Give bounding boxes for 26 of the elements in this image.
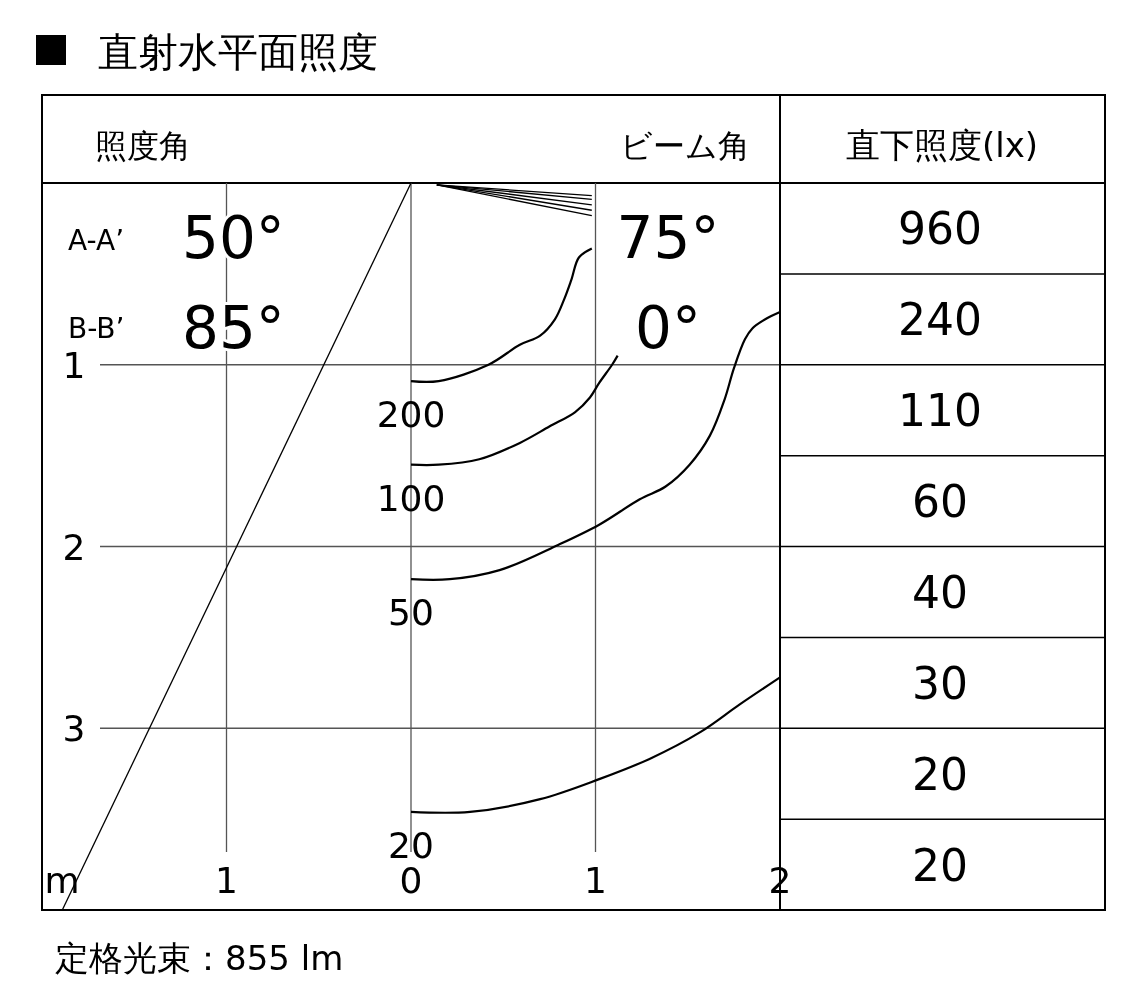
y-tick-label: 1: [62, 344, 86, 386]
data-label: 30: [912, 657, 968, 709]
y-tick-label: 2: [62, 526, 86, 568]
data-label: 240: [898, 294, 982, 346]
x-axis-title: m: [44, 860, 80, 901]
series-label: 200: [376, 394, 446, 436]
annotation: A-A’: [68, 224, 125, 257]
data-label: 40: [912, 566, 968, 618]
x-tick-label: 1: [584, 860, 607, 901]
annotation: B-B’: [68, 312, 125, 345]
text: 定格光束：855 lm: [55, 938, 344, 978]
series-label: 100: [376, 477, 446, 519]
data-label: 960: [898, 203, 982, 255]
y-tick-label: 3: [62, 708, 86, 750]
data-label: 110: [898, 385, 982, 437]
x-tick-label: 1: [215, 860, 238, 901]
data-label: 20: [912, 839, 968, 891]
text: 直下照度(lx): [845, 125, 1039, 165]
text: 照度角: [95, 127, 191, 165]
data-label: 60: [912, 476, 968, 528]
text: ビーム角: [620, 127, 750, 165]
chart-title: 直射水平面照度: [98, 29, 378, 75]
annotation: 0°: [635, 294, 701, 362]
data-label: 20: [912, 748, 968, 800]
series-label: 50: [388, 592, 434, 634]
annotation: 75°: [616, 204, 720, 272]
